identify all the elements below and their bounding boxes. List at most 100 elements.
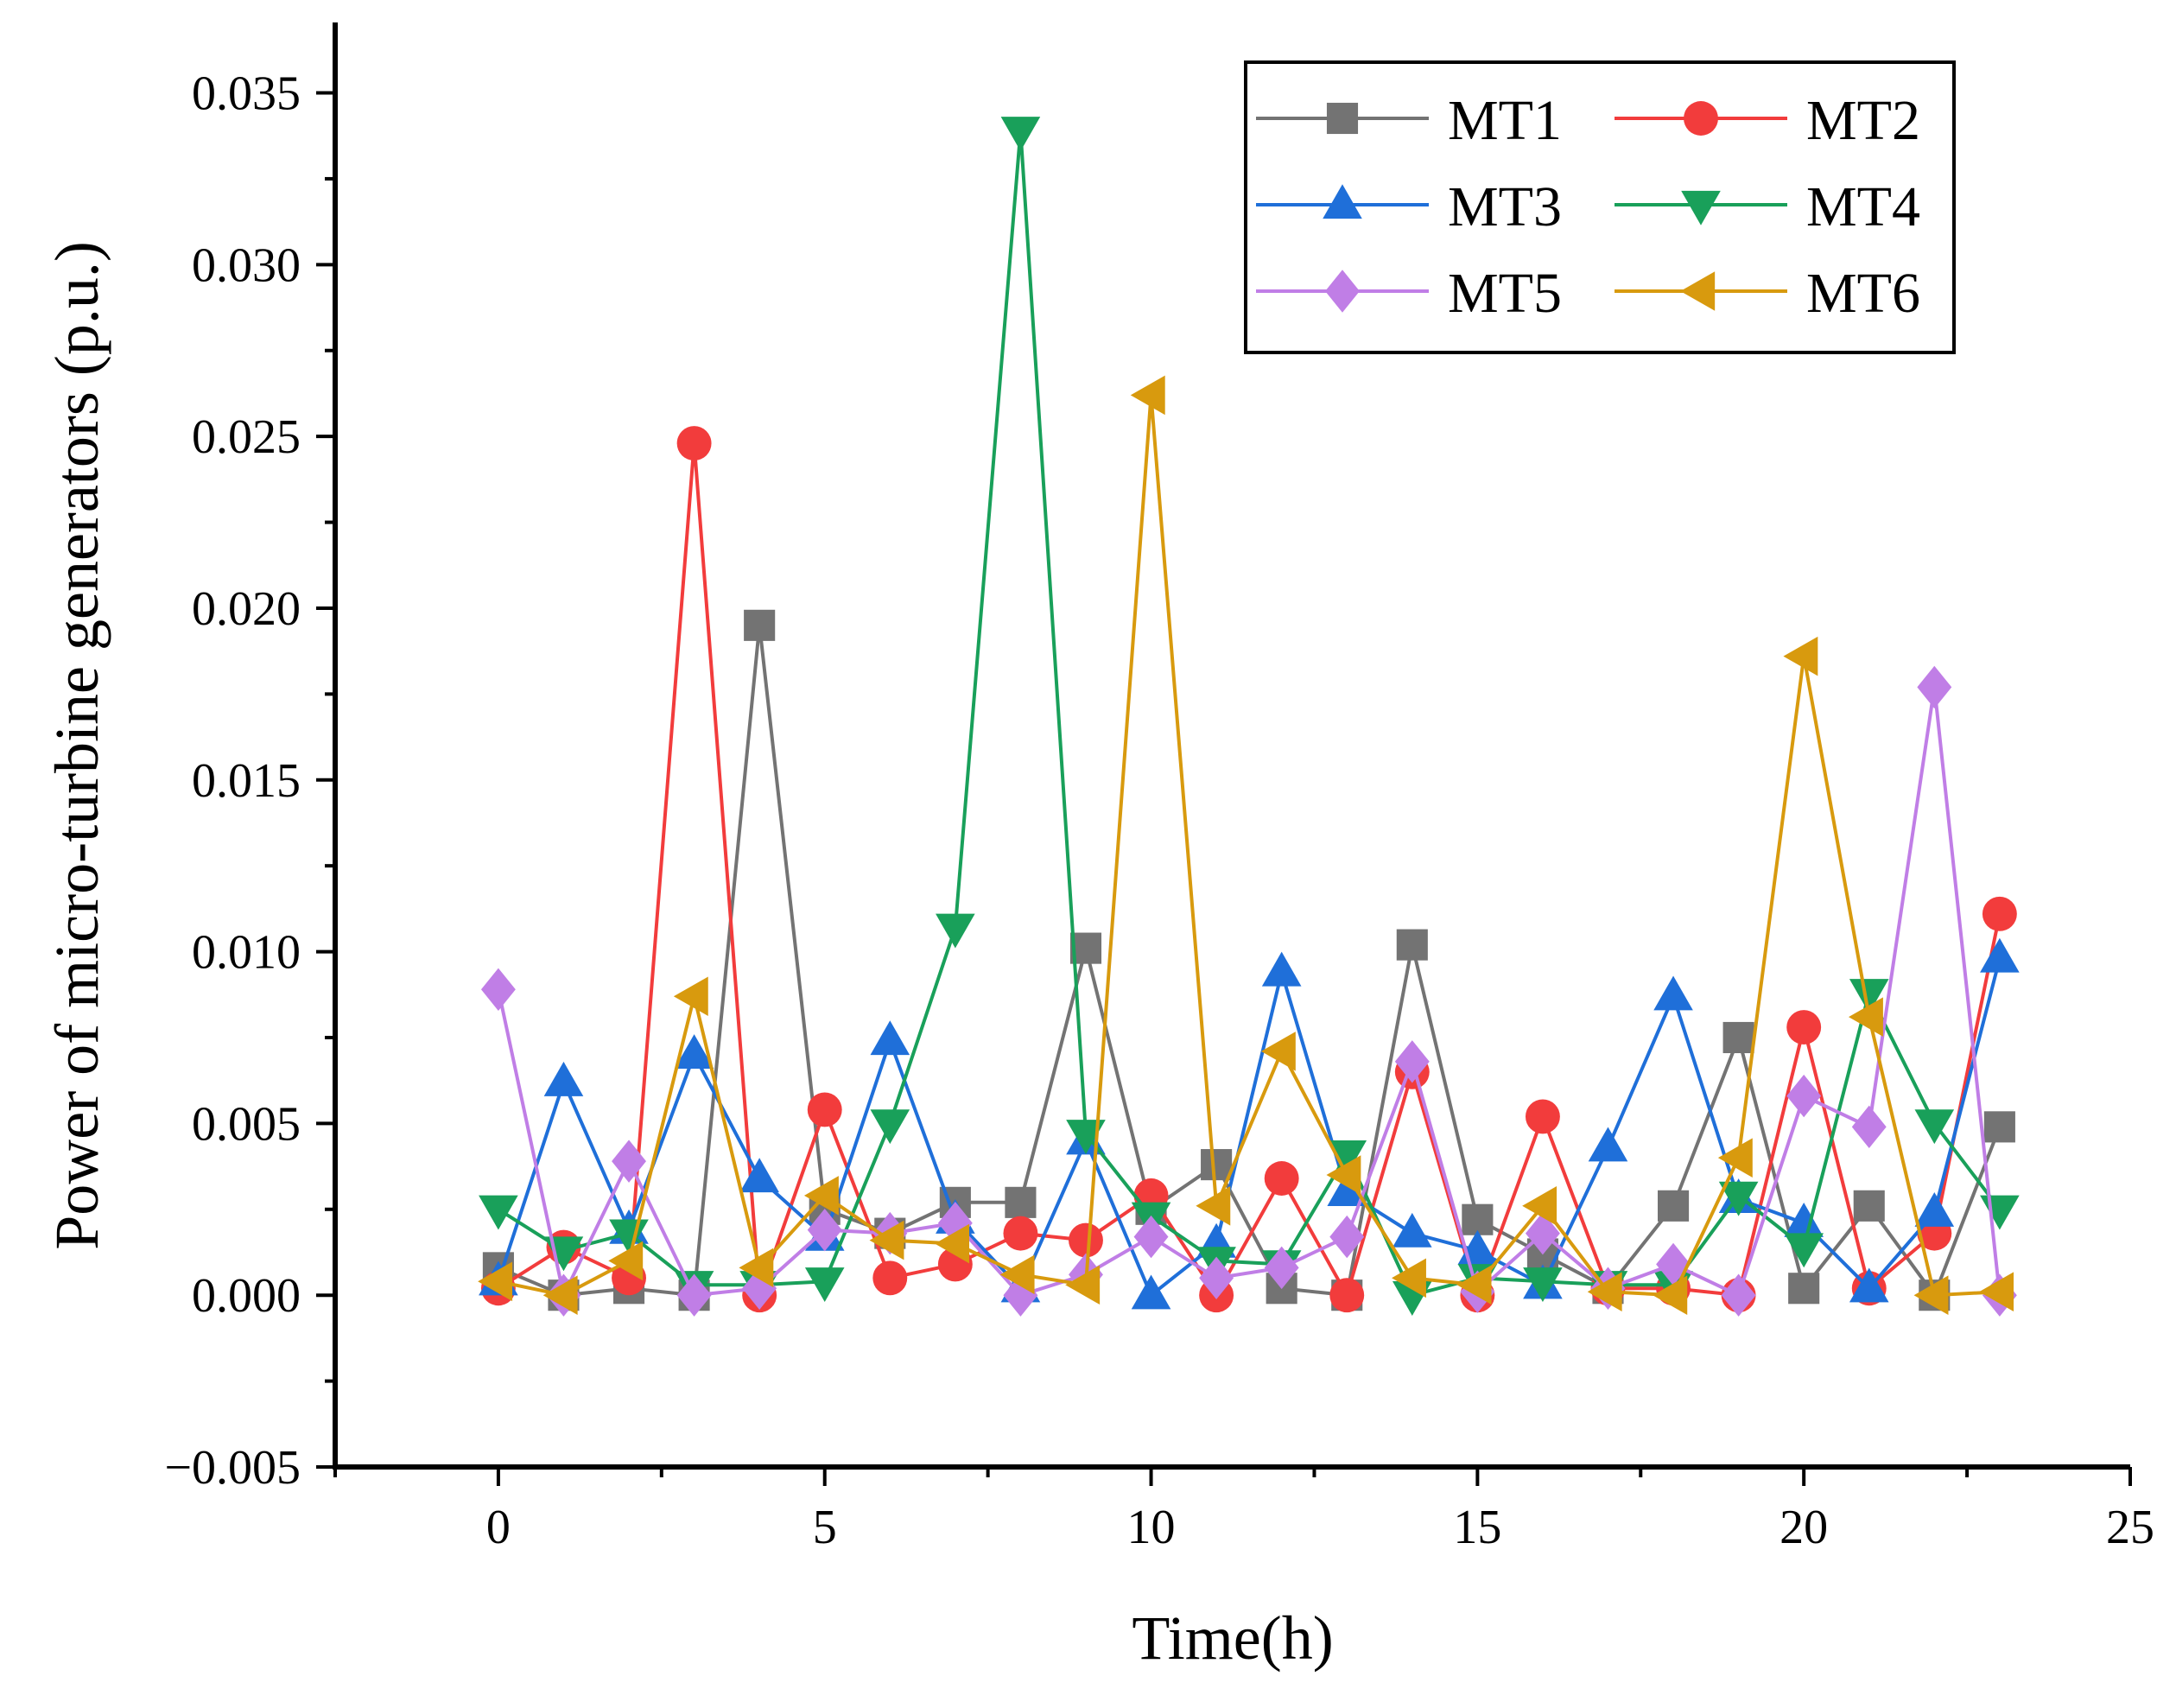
data-point-mt6 [1392, 1258, 1426, 1298]
y-tick-label: 0.015 [192, 754, 301, 808]
data-point-mt2 [676, 426, 712, 461]
series-mt6 [478, 375, 2014, 1315]
legend-marker [1684, 101, 1718, 136]
data-point-mt6 [1065, 1265, 1101, 1305]
data-point-mt5 [676, 1273, 712, 1317]
data-point-mt6 [1260, 1032, 1296, 1071]
legend-marker [1323, 184, 1362, 219]
y-tick-label: 0.035 [192, 67, 301, 121]
data-point-mt4 [609, 1219, 649, 1254]
data-point-mt6 [478, 1261, 513, 1302]
data-point-mt6 [1587, 1272, 1622, 1312]
data-point-mt5 [1917, 665, 1952, 709]
y-axis-title: Power of micro-turbine generators (p.u.) [42, 241, 111, 1250]
data-point-mt3 [1588, 1127, 1628, 1162]
legend-box [1244, 60, 1956, 354]
data-point-mt4 [1000, 117, 1041, 152]
legend-label: MT1 [1448, 89, 1562, 152]
legend-marker [1326, 102, 1359, 135]
data-point-mt5 [1199, 1256, 1234, 1300]
legend: MT1 MT2 MT3 MT4 MT5 MT6 [1244, 60, 1956, 354]
legend-item-mt1: MT1 [1256, 89, 1562, 152]
data-point-mt6 [1522, 1186, 1557, 1226]
legend-marker [1680, 271, 1716, 311]
data-point-mt6 [1848, 997, 1883, 1037]
data-point-mt5 [1786, 1074, 1822, 1118]
data-point-mt2 [1069, 1222, 1103, 1258]
series-line-mt2 [497, 442, 2002, 1301]
data-point-mt4 [479, 1195, 518, 1230]
x-tick-label: 5 [813, 1501, 837, 1554]
data-point-mt6 [1979, 1272, 2014, 1312]
legend-label: MT5 [1448, 262, 1562, 325]
axes-layer: −0.005 0.000 0.005 0.010 0.015 0.020 0.025 0.03… [164, 22, 2154, 1554]
data-point-mt1 [1396, 929, 1428, 961]
legend-label: MT3 [1448, 175, 1562, 238]
data-point-mt6 [608, 1241, 644, 1281]
data-point-mt6 [739, 1248, 774, 1288]
data-point-mt4 [1914, 1109, 1955, 1145]
data-point-mt2 [1329, 1278, 1365, 1313]
data-point-mt6 [1717, 1138, 1753, 1178]
data-point-mt5 [1394, 1040, 1430, 1083]
data-point-mt4 [870, 1109, 910, 1145]
data-point-mt1 [1201, 1149, 1233, 1181]
data-point-mt4 [1849, 979, 1889, 1014]
data-point-mt6 [542, 1275, 578, 1315]
x-tick-label: 15 [1453, 1501, 1501, 1554]
data-point-mt1 [1722, 1021, 1754, 1054]
data-point-mt4 [1718, 1181, 1759, 1216]
data-point-mt1 [1658, 1190, 1690, 1222]
data-point-mt3 [674, 1034, 714, 1070]
x-tick-label: 10 [1127, 1501, 1176, 1554]
data-point-mt6 [1326, 1155, 1361, 1195]
data-point-mt5 [1264, 1246, 1299, 1290]
data-point-mt6 [1456, 1265, 1492, 1305]
data-point-mt6 [999, 1254, 1035, 1295]
data-point-mt1 [744, 609, 776, 641]
x-tick-label: 0 [486, 1501, 511, 1554]
data-point-mt5 [1851, 1105, 1887, 1149]
data-point-mt4 [1327, 1140, 1367, 1175]
y-tick-label: 0.020 [192, 582, 301, 636]
x-tick-label: 20 [1779, 1501, 1828, 1554]
data-point-mt3 [1131, 1274, 1171, 1310]
data-point-mt3 [1914, 1192, 1955, 1227]
data-point-mt5 [1133, 1215, 1169, 1259]
data-point-mt3 [1393, 1212, 1432, 1248]
data-point-mt5 [742, 1267, 777, 1310]
data-point-mt6 [1783, 636, 1818, 676]
data-point-mt5 [1329, 1215, 1365, 1259]
data-point-mt3 [1261, 951, 1302, 987]
data-point-mt4 [804, 1267, 845, 1303]
data-point-mt5 [480, 968, 516, 1012]
data-point-mt2 [1786, 1010, 1822, 1044]
data-point-mt2 [872, 1260, 908, 1296]
y-tick-label: 0.030 [192, 238, 301, 292]
data-point-mt6 [673, 976, 708, 1017]
data-point-mt6 [1130, 375, 1165, 416]
data-point-mt6 [935, 1223, 970, 1264]
data-point-mt4 [936, 913, 975, 949]
x-axis-title: Time(h) [1132, 1603, 1333, 1673]
data-point-mt6 [1913, 1275, 1949, 1315]
data-point-mt2 [1003, 1216, 1038, 1251]
data-point-mt1 [1788, 1273, 1820, 1305]
data-point-mt1 [1983, 1111, 2015, 1143]
legend-marker [1325, 270, 1360, 313]
y-tick-label: −0.005 [164, 1441, 301, 1495]
data-point-mt5 [937, 1201, 973, 1245]
legend-item-mt2: MT2 [1615, 89, 1920, 152]
data-point-mt2 [1982, 896, 2017, 931]
data-point-mt1 [1005, 1186, 1037, 1218]
data-point-mt5 [612, 1140, 646, 1183]
data-point-mt4 [1784, 1233, 1824, 1268]
series-mt2 [480, 426, 2017, 1313]
data-point-mt5 [1721, 1273, 1756, 1317]
series-mt1 [482, 609, 2015, 1311]
y-tick-label: 0.025 [192, 410, 301, 464]
legend-item-mt6: MT6 [1615, 262, 1920, 325]
data-point-mt3 [1849, 1267, 1889, 1303]
data-point-mt1 [1853, 1190, 1885, 1222]
